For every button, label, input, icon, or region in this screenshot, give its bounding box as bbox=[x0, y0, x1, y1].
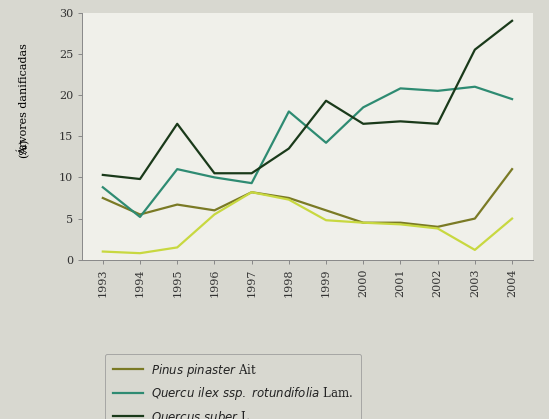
Text: Árvores danificadas: Árvores danificadas bbox=[19, 43, 29, 155]
Text: (%): (%) bbox=[19, 139, 29, 158]
Legend: $\mathit{Pinus\ pinaster}$ Ait, $\mathit{Quercu\ ilex\ ssp.\ rotundifolia}$ Lam.: $\mathit{Pinus\ pinaster}$ Ait, $\mathit… bbox=[105, 354, 361, 419]
